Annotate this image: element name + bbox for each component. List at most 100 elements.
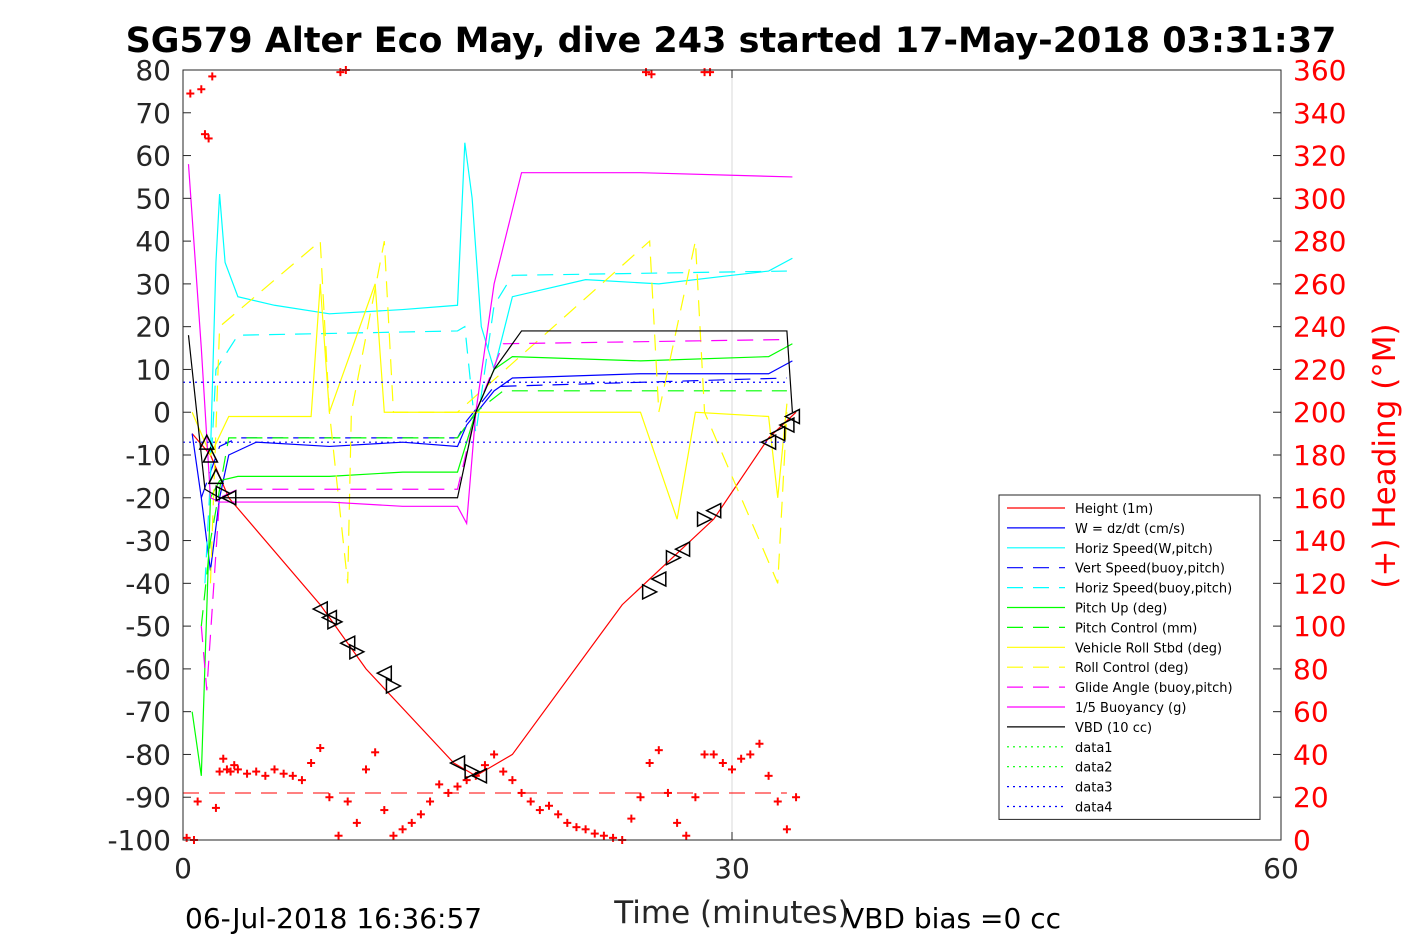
right-y-tick-label: 80: [1293, 653, 1329, 686]
triangle-marker: [769, 425, 786, 442]
heading-point: [233, 765, 242, 774]
legend-entry: W = dz/dt (cm/s): [1075, 522, 1185, 537]
heading-point: [728, 765, 736, 774]
heading-point: [200, 130, 209, 139]
right-y-tick-label: 180: [1293, 439, 1346, 472]
right-y-tick-label: 60: [1293, 696, 1329, 729]
triangle-marker: [339, 635, 356, 652]
y-tick-label: -40: [125, 567, 171, 600]
heading-point: [627, 814, 636, 823]
heading-point: [645, 759, 654, 767]
heading-point: [204, 134, 213, 143]
heading-point: [211, 803, 220, 812]
series-line-6: [200, 390, 787, 627]
heading-point: [371, 748, 380, 757]
heading-point: [334, 831, 343, 840]
right-y-tick-label: 280: [1293, 225, 1346, 258]
heading-point: [663, 788, 672, 797]
heading-point: [243, 769, 252, 778]
heading-point: [193, 797, 202, 806]
heading-point: [226, 767, 235, 776]
legend-entry: Pitch Up (deg): [1075, 602, 1167, 617]
legend-entry: 1/5 Buoyancy (g): [1075, 701, 1186, 716]
right-y-tick-label: 200: [1293, 396, 1346, 429]
triangle-marker: [327, 613, 344, 631]
heading-point: [252, 767, 261, 776]
heading-point: [709, 750, 718, 759]
triangle-marker: [650, 570, 667, 588]
heading-point: [398, 825, 407, 834]
x-tick-label: 30: [714, 852, 750, 885]
heading-point: [480, 761, 489, 770]
heading-point: [288, 771, 297, 780]
heading-point: [208, 72, 217, 81]
heading-point: [545, 801, 553, 810]
heading-point: [737, 754, 746, 763]
legend-entry: Pitch Control (mm): [1075, 621, 1197, 636]
heading-point: [352, 818, 361, 827]
series-line-1: [191, 360, 793, 571]
legend-entry: Glide Angle (buoy,pitch): [1075, 681, 1233, 696]
heading-point: [435, 780, 444, 789]
heading-point: [186, 89, 195, 98]
heading-point: [526, 797, 535, 806]
heading-point: [426, 797, 435, 806]
right-y-tick-label: 320: [1293, 140, 1346, 173]
y-tick-label: -100: [107, 824, 171, 857]
right-y-tick-label: 40: [1293, 738, 1329, 771]
y-tick-label: 60: [135, 140, 171, 173]
heading-point: [572, 823, 581, 832]
heading-point: [599, 831, 608, 840]
heading-point: [490, 750, 499, 759]
heading-point: [215, 767, 224, 776]
legend-entry: Horiz Speed(buoy,pitch): [1075, 582, 1232, 597]
heading-point: [499, 767, 508, 776]
triangle-marker: [665, 549, 683, 566]
legend-entry: Height (1m): [1075, 502, 1153, 517]
heading-point: [764, 771, 773, 780]
heading-point: [219, 754, 228, 763]
y-tick-label: 20: [135, 311, 171, 344]
heading-point: [380, 806, 389, 815]
triangle-marker: [464, 763, 481, 780]
triangle-marker: [198, 433, 216, 450]
right-y-tick-label: 120: [1293, 567, 1346, 600]
chart-title: SG579 Alter Eco May, dive 243 started 17…: [126, 21, 1337, 61]
heading-point: [647, 70, 656, 79]
series-line-5: [191, 343, 793, 776]
legend: Height (1m) W = dz/dt (cm/s) Horiz Speed(W…: [998, 494, 1261, 820]
heading-point: [673, 818, 682, 827]
legend-entry: Roll Control (deg): [1075, 661, 1189, 676]
triangle-marker: [385, 677, 403, 695]
heading-point: [563, 818, 572, 827]
legend-entry: data2: [1075, 761, 1113, 776]
y-tick-label: 70: [135, 97, 171, 130]
right-y-tick-label: 0: [1293, 824, 1311, 857]
heading-point: [407, 818, 416, 827]
right-y-tick-label: 260: [1293, 268, 1346, 301]
right-y-tick-label: 220: [1293, 353, 1346, 386]
triangle-marker: [220, 489, 237, 506]
y-tick-label: 10: [135, 353, 171, 386]
heading-point: [773, 797, 782, 806]
triangle-marker: [311, 600, 328, 618]
heading-point: [279, 769, 288, 778]
series-line-0: [191, 411, 797, 777]
y-tick-label: -60: [125, 653, 171, 686]
heading-point: [590, 829, 599, 838]
legend-box: [998, 494, 1261, 820]
y-tick-label: -20: [125, 482, 171, 515]
y-tick-label: -80: [125, 738, 171, 771]
right-y-tick-label: 300: [1293, 182, 1346, 215]
heading-point: [343, 797, 352, 806]
heading-point: [654, 746, 663, 755]
right-y-tick-label: 360: [1293, 54, 1346, 87]
right-y-axis-label: (+) Heading (°M): [1367, 323, 1403, 588]
heading-point: [782, 825, 791, 834]
triangle-marker: [641, 583, 659, 601]
triangle-marker: [759, 433, 777, 451]
right-y-tick-label: 160: [1293, 482, 1346, 515]
legend-entry: Horiz Speed(W,pitch): [1075, 542, 1213, 557]
y-tick-label: -50: [125, 610, 171, 643]
y-tick-label: 0: [153, 396, 171, 429]
